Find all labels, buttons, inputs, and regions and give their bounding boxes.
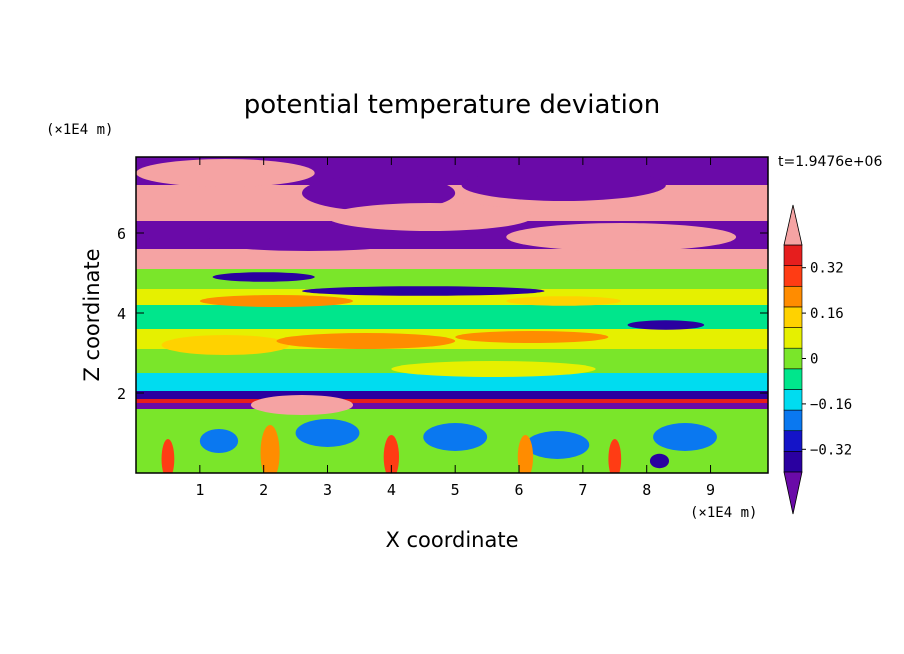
field-cell: [506, 223, 737, 251]
x-tick-label: 5: [451, 481, 460, 499]
y-axis-ticks: 2 4 6: [117, 225, 768, 403]
field-cell: [423, 423, 488, 451]
field-band: [136, 373, 768, 393]
x-tick-label: 9: [706, 481, 715, 499]
y-tick-label: 4: [117, 305, 126, 323]
field-cell: [212, 272, 315, 282]
field-cell: [517, 435, 534, 473]
y-tick-label: 2: [117, 385, 126, 403]
field-band: [136, 249, 768, 269]
colorbar-segment: [783, 430, 803, 452]
colorbar-segment: [783, 265, 803, 287]
contour-field: [136, 157, 768, 473]
field-cell: [206, 231, 411, 251]
x-tick-label: 3: [323, 481, 332, 499]
field-band: [136, 403, 768, 409]
colorbar-segment: [783, 306, 803, 328]
x-tick-label: 2: [259, 481, 268, 499]
field-cell: [295, 419, 360, 447]
field-cell: [136, 159, 315, 187]
field-cell: [301, 175, 456, 211]
colorbar-max-triangle: [783, 204, 803, 246]
plot-frame: [135, 156, 769, 474]
colorbar-segment: [783, 451, 803, 473]
colorbar: −0.32 −0.16 0 0.16 0.32: [783, 204, 852, 515]
field-cell: [455, 331, 609, 343]
x-axis-unit: (×1E4 m): [690, 505, 757, 521]
colorbar-tick-label: −0.16: [810, 397, 852, 413]
x-axis-ticks: 1 2 3 4 5 6 7 8 9: [195, 157, 715, 499]
x-tick-label: 4: [387, 481, 396, 499]
colorbar-segment: [783, 409, 803, 432]
field-cell: [653, 423, 717, 451]
colorbar-tick-label: 0.16: [810, 306, 844, 322]
field-cell: [627, 320, 705, 330]
field-cell: [608, 439, 622, 473]
field-cell: [327, 203, 532, 231]
time-label: t=1.9476e+06: [778, 154, 882, 170]
colorbar-segment: [783, 389, 803, 411]
x-tick-label: 1: [195, 481, 204, 499]
field-cell: [199, 429, 239, 453]
x-tick-label: 8: [642, 481, 651, 499]
x-axis-label: X coordinate: [385, 528, 518, 552]
colorbar-tick-label: 0: [810, 352, 818, 368]
y-axis-unit: (×1E4 m): [46, 122, 113, 138]
y-tick-label: 6: [117, 225, 126, 243]
field-cell: [260, 425, 280, 473]
colorbar-tick-label: 0.32: [810, 261, 844, 277]
field-cell: [649, 453, 670, 469]
colorbar-segment: [783, 347, 803, 370]
field-cell: [525, 431, 590, 459]
field-cell: [461, 169, 666, 201]
field-band: [136, 391, 768, 399]
colorbar-min-triangle: [783, 471, 803, 515]
colorbar-segment: [783, 285, 803, 308]
chart-title: potential temperature deviation: [244, 90, 660, 120]
colorbar-segment: [783, 368, 803, 390]
colorbar-tick-label: −0.32: [810, 442, 852, 458]
colorbar-segment: [783, 327, 803, 349]
field-cell: [161, 439, 175, 473]
field-cell: [391, 361, 596, 377]
field-cell: [383, 435, 400, 473]
field-cell: [161, 335, 290, 355]
y-axis-label: Z coordinate: [80, 248, 104, 381]
field-cell: [199, 295, 354, 307]
field-cell: [506, 296, 622, 306]
x-tick-label: 7: [578, 481, 587, 499]
colorbar-segment: [783, 244, 803, 266]
field-band: [136, 399, 768, 405]
field-cell: [301, 286, 545, 296]
field-cell: [250, 395, 354, 415]
x-tick-label: 6: [515, 481, 524, 499]
field-cell: [276, 333, 456, 349]
